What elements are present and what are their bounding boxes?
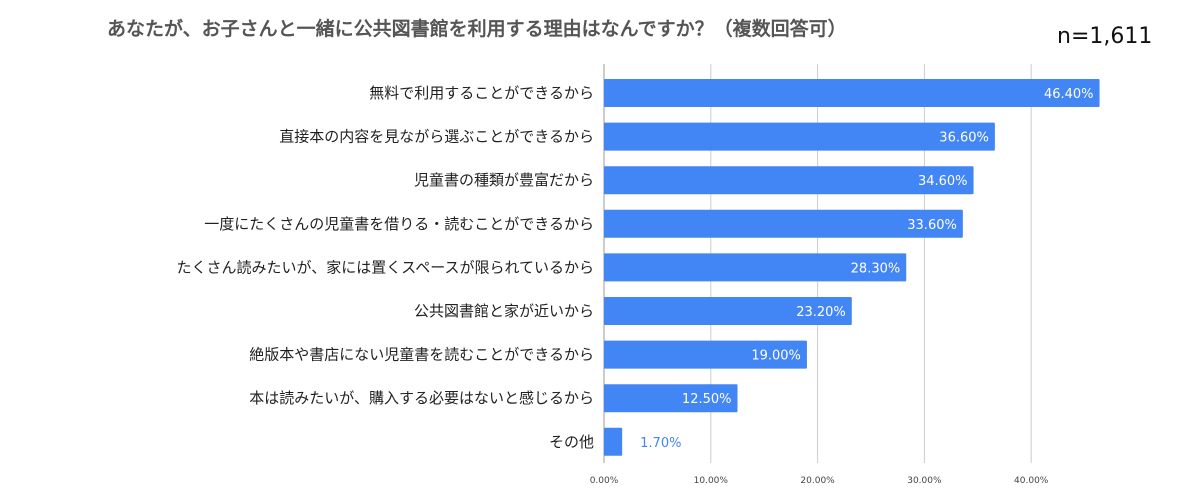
x-tick-label: 40.00% [1014, 476, 1049, 486]
bar [604, 384, 738, 413]
data-label: 12.50% [682, 392, 732, 407]
category-label: 公共図書館と家が近いから [414, 302, 594, 320]
category-label: 絶版本や書店にない児童書を読むことができるから [249, 346, 594, 364]
bar [604, 427, 623, 456]
bar [604, 297, 852, 325]
data-label: 19.00% [751, 349, 801, 364]
data-label: 34.60% [918, 174, 968, 189]
bar [604, 122, 995, 151]
bar [604, 209, 963, 238]
category-label: たくさん読みたいが、家には置くスペースが限られているから [177, 258, 594, 276]
x-tick-label: 30.00% [907, 476, 942, 486]
bar [604, 253, 907, 282]
data-label: 23.20% [796, 305, 846, 320]
data-label: 36.60% [939, 131, 989, 146]
category-label: 本は読みたいが、購入する必要はないと感じるから [249, 389, 594, 407]
data-label: 28.30% [851, 261, 901, 276]
category-label: 児童書の種類が豊富だから [414, 171, 594, 189]
data-label: 1.70% [640, 436, 681, 451]
category-label: 直接本の内容を見ながら選ぶことができるから [279, 128, 594, 146]
x-tick-label: 0.00% [590, 476, 619, 486]
bar [604, 79, 1100, 107]
sample-size: n=1,611 [1057, 24, 1153, 49]
x-tick-label: 20.00% [800, 476, 835, 486]
data-label: 46.40% [1044, 87, 1094, 102]
category-label: その他 [549, 433, 594, 451]
data-label: 33.60% [907, 218, 957, 233]
chart-title: あなたが、お子さんと一緒に公共図書館を利用する理由はなんですか？（複数回答可） [107, 18, 847, 40]
x-tick-label: 10.00% [694, 476, 729, 486]
category-label: 一度にたくさんの児童書を借りる・読むことができるから [204, 215, 594, 233]
bar [604, 166, 974, 195]
category-label: 無料で利用することができるから [369, 84, 594, 102]
bar [604, 340, 807, 369]
